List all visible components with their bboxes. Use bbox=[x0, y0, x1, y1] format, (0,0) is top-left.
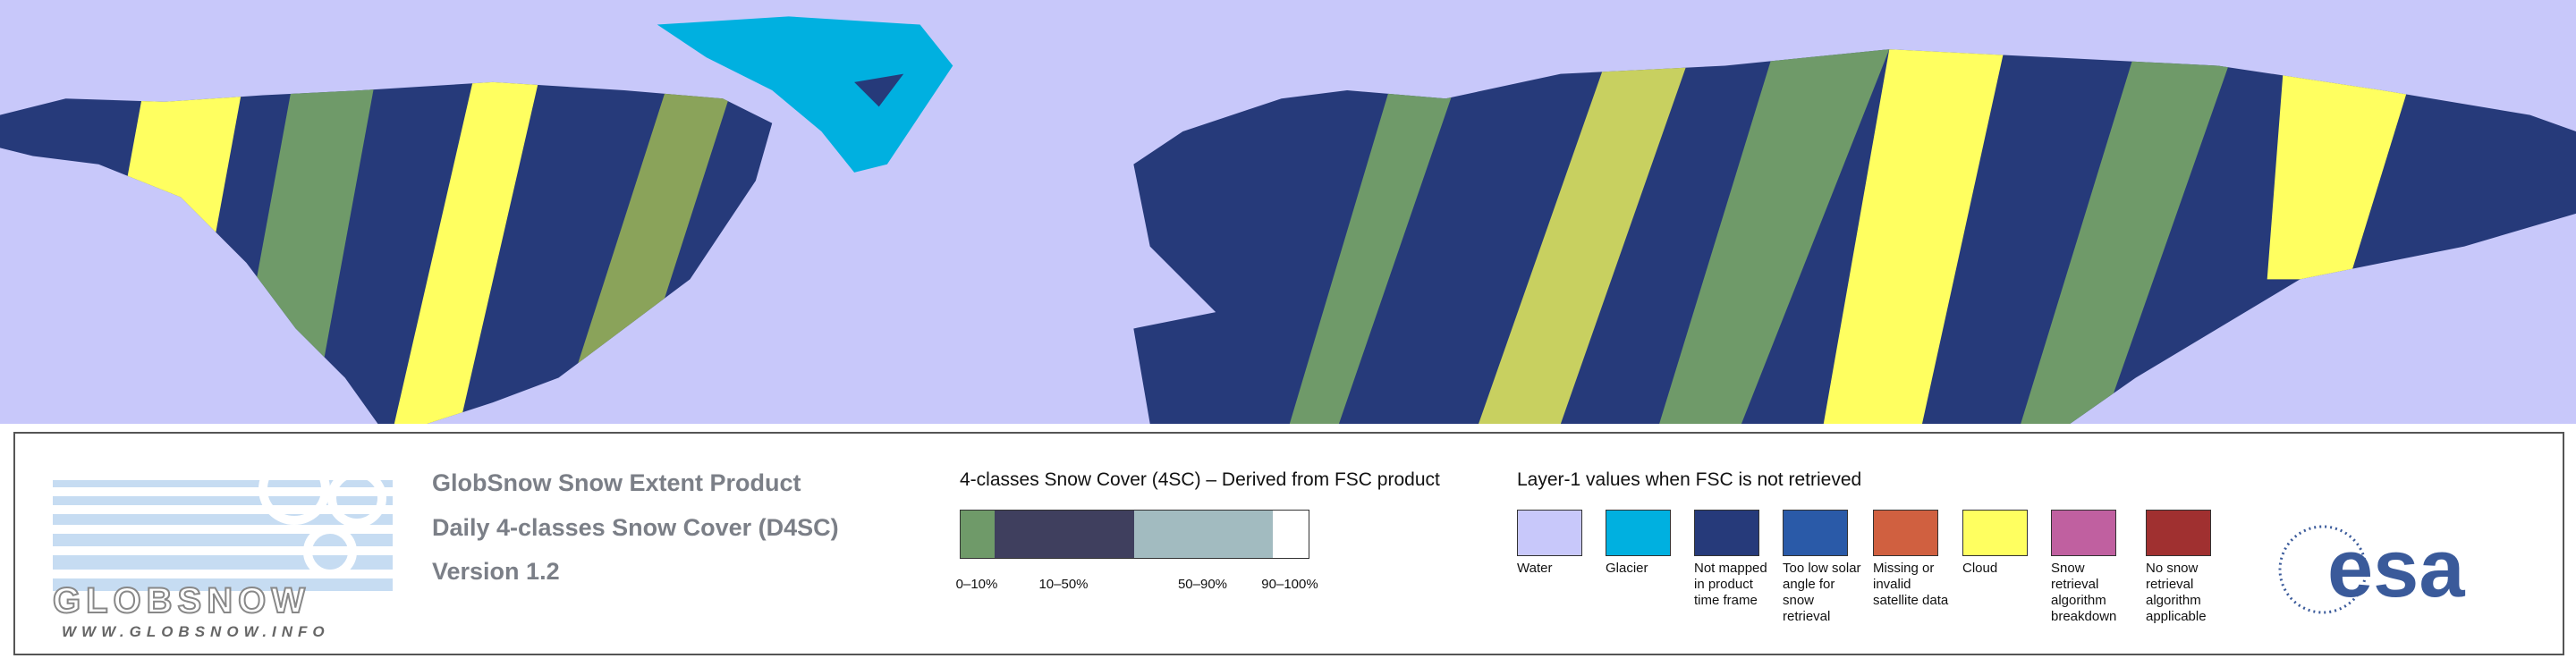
snow-band bbox=[1289, 65, 1462, 424]
snow-band bbox=[558, 65, 740, 424]
esa-ring bbox=[2278, 525, 2368, 614]
title: GlobSnow Snow Extent Product bbox=[432, 469, 801, 496]
greenland bbox=[657, 16, 953, 173]
greenland-center bbox=[854, 73, 904, 107]
layer1-swatch bbox=[1873, 510, 1938, 556]
layer1-label: Cloud bbox=[1962, 561, 1998, 576]
snow-map bbox=[0, 0, 2576, 424]
layer1-swatch bbox=[1694, 510, 1759, 556]
snow-cover-bar bbox=[960, 510, 1309, 559]
layer1-swatch bbox=[1606, 510, 1671, 556]
cloud-band bbox=[1823, 49, 2004, 424]
esa-text: esa bbox=[2327, 523, 2465, 614]
layer1-label: Too low solar angle for snow retrieval bbox=[1783, 561, 1861, 624]
version: Version 1.2 bbox=[432, 558, 560, 585]
class-label: 50–90% bbox=[1177, 577, 1228, 592]
class-swatch bbox=[995, 511, 1134, 558]
snowflakes bbox=[258, 453, 386, 578]
layer1-label: Not mapped in product time frame bbox=[1694, 561, 1767, 608]
layer1-label: Snow retrieval algorithm breakdown bbox=[2051, 561, 2117, 624]
layer1-title: Layer-1 values when FSC is not retrieved bbox=[1517, 469, 1862, 490]
layer1-swatch bbox=[1783, 510, 1848, 556]
layer1-swatch bbox=[1517, 510, 1582, 556]
snow-band bbox=[1659, 49, 1890, 424]
cloud-band bbox=[394, 65, 543, 424]
snow-band bbox=[2021, 49, 2234, 424]
layer1-label: Glacier bbox=[1606, 561, 1648, 576]
layer1-label: Missing or invalid satellite data bbox=[1873, 561, 1949, 608]
subtitle: Daily 4-classes Snow Cover (D4SC) bbox=[432, 514, 839, 541]
class-label: 90–100% bbox=[1261, 577, 1318, 592]
layer1-swatch bbox=[2051, 510, 2116, 556]
logo-name: GLOBSNOW bbox=[53, 581, 310, 621]
layer1-swatch bbox=[2146, 510, 2211, 556]
class-swatch bbox=[1273, 511, 1309, 558]
logo-url: WWW.GLOBSNOW.INFO bbox=[62, 623, 330, 640]
class-swatch bbox=[1134, 511, 1273, 558]
class-label: 0–10% bbox=[955, 577, 998, 592]
legend-panel: GLOBSNOW WWW.GLOBSNOW.INFO GlobSnow Snow… bbox=[13, 432, 2564, 655]
layer1-swatch bbox=[1962, 510, 2028, 556]
class-label: 10–50% bbox=[1038, 577, 1089, 592]
layer1-label: No snow retrieval algorithm applicable bbox=[2146, 561, 2207, 624]
snow-cover-title: 4-classes Snow Cover (4SC) – Derived fro… bbox=[960, 469, 1440, 490]
esa-logo: esa bbox=[2278, 523, 2465, 614]
class-swatch bbox=[961, 511, 995, 558]
cloud-band bbox=[1479, 49, 1692, 424]
cloud-band bbox=[2267, 65, 2415, 280]
layer1-label: Water bbox=[1517, 561, 1553, 576]
globsnow-logo: GLOBSNOW WWW.GLOBSNOW.INFO bbox=[52, 453, 393, 640]
